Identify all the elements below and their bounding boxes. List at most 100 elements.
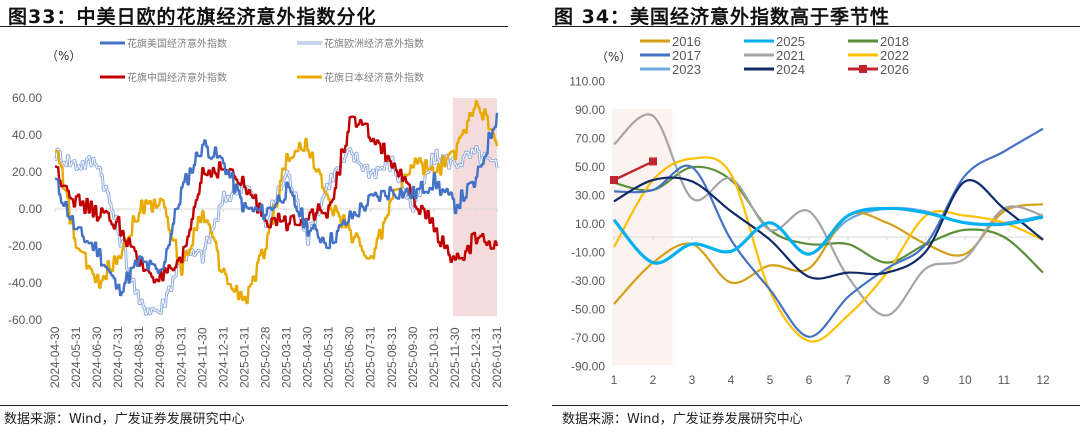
y-tick-label: -10.00 bbox=[571, 245, 605, 259]
y-tick-label: 30.00 bbox=[575, 188, 605, 202]
legend-label: 2021 bbox=[776, 48, 805, 63]
legend-item: 2024 bbox=[744, 62, 805, 77]
x-tick-label: 2025-07-31 bbox=[364, 326, 378, 388]
legend-item: 2018 bbox=[848, 34, 909, 49]
x-tick-label: 2025-09-30 bbox=[406, 326, 420, 388]
legend-item: 2022 bbox=[848, 48, 909, 63]
series-line-2026 bbox=[613, 160, 654, 182]
series-line-2016 bbox=[613, 203, 1044, 305]
y-tick-label: -40.00 bbox=[8, 276, 42, 290]
x-tick-label: 4 bbox=[728, 373, 735, 387]
legend-label: 2026 bbox=[880, 62, 909, 77]
legend-label: 2024 bbox=[776, 62, 805, 77]
legend-item: 2025 bbox=[744, 34, 805, 49]
x-tick-label: 2025-04-30 bbox=[301, 326, 315, 388]
left-source-rule bbox=[0, 405, 508, 406]
y-tick-label: 70.00 bbox=[575, 131, 605, 145]
y-tick-label: 50.00 bbox=[575, 160, 605, 174]
legend-item: 2016 bbox=[640, 34, 701, 49]
series-line-2021 bbox=[613, 113, 1044, 317]
left-series-lines bbox=[54, 100, 499, 316]
right-chart: （%） 2016 2025 2018 2017 2021 2022 2023 2024 2026… bbox=[569, 34, 1050, 387]
legend-item: 2017 bbox=[640, 48, 701, 63]
x-tick-label: 2025-10-31 bbox=[427, 326, 441, 388]
x-tick-label: 2024-11-30 bbox=[195, 327, 209, 388]
legend-item: 花旗日本经济意外指数 bbox=[297, 71, 424, 84]
legend-item: 2026 bbox=[848, 62, 909, 77]
legend-item: 花旗中国经济意外指数 bbox=[100, 71, 227, 84]
x-tick-label: 11 bbox=[998, 373, 1011, 387]
x-tick-label: 8 bbox=[884, 373, 891, 387]
legend-label: 2017 bbox=[672, 48, 701, 63]
legend-marker bbox=[859, 65, 867, 73]
legend-item: 2023 bbox=[640, 62, 701, 77]
series-line bbox=[54, 112, 499, 297]
left-figure-panel: 图33：中美日欧的花旗经济意外指数分化 （%） 花旗美国经济意外指数 花旗欧洲经济… bbox=[0, 6, 508, 427]
y-tick-label: -50.00 bbox=[571, 302, 605, 316]
x-tick-label: 7 bbox=[845, 373, 852, 387]
series-line-2022 bbox=[613, 156, 1044, 343]
left-y-axis: 60.00 40.00 20.00 0.00 -20.00 -40.00 -60.00 bbox=[8, 91, 497, 327]
x-tick-label: 2024-04-30 bbox=[48, 326, 62, 388]
x-tick-label: 2025-02-28 bbox=[258, 326, 272, 388]
x-tick-label: 2024-06-30 bbox=[90, 326, 104, 388]
y-tick-label: 10.00 bbox=[575, 217, 605, 231]
y-tick-label: -60.00 bbox=[8, 313, 42, 327]
data-marker-2026 bbox=[610, 176, 618, 184]
right-series-lines bbox=[610, 113, 1044, 343]
left-source-note: 数据来源：Wind，广发证券发展研究中心 bbox=[4, 412, 245, 427]
y-tick-label: 90.00 bbox=[575, 103, 605, 117]
right-legend: 2016 2025 2018 2017 2021 2022 2023 2024 2026 bbox=[640, 34, 909, 77]
legend-label: 2016 bbox=[672, 34, 701, 49]
series-line-europe bbox=[54, 145, 499, 316]
legend-label: 花旗美国经济意外指数 bbox=[127, 37, 227, 50]
left-unit-label: （%） bbox=[46, 49, 81, 63]
right-title-rule bbox=[552, 26, 1080, 27]
y-tick-label: 20.00 bbox=[12, 165, 42, 179]
legend-label: 花旗日本经济意外指数 bbox=[324, 71, 424, 84]
x-tick-label: 2024-09-30 bbox=[153, 326, 167, 388]
x-tick-label: 12 bbox=[1036, 373, 1050, 387]
x-tick-label: 2025-12-31 bbox=[469, 326, 483, 388]
legend-label: 花旗中国经济意外指数 bbox=[127, 71, 227, 84]
x-tick-label: 3 bbox=[689, 373, 696, 387]
legend-item: 花旗美国经济意外指数 bbox=[100, 37, 227, 50]
x-tick-label: 10 bbox=[958, 373, 972, 387]
right-source-rule bbox=[552, 405, 1080, 406]
x-tick-label: 2024-12-31 bbox=[216, 326, 230, 388]
right-figure-panel: 图 34：美国经济意外指数高于季节性 （%） 2016 2025 2018 2017 2… bbox=[540, 0, 1080, 435]
x-tick-label: 9 bbox=[923, 373, 930, 387]
x-tick-label: 2024-07-31 bbox=[111, 326, 125, 388]
series-line-2025 bbox=[612, 206, 1044, 265]
y-tick-label: -70.00 bbox=[571, 331, 605, 345]
right-unit-label: （%） bbox=[596, 50, 631, 64]
x-tick-label: 2024-10-31 bbox=[174, 326, 188, 388]
data-marker-2026 bbox=[649, 157, 657, 166]
series-line bbox=[54, 115, 499, 284]
x-tick-label: 2025-06-30 bbox=[343, 326, 357, 388]
x-tick-label: 1 bbox=[611, 373, 618, 387]
x-tick-label: 2 bbox=[650, 373, 657, 387]
right-figure-title: 图 34：美国经济意外指数高于季节性 bbox=[554, 6, 891, 28]
left-figure-title: 图33：中美日欧的花旗经济意外指数分化 bbox=[8, 6, 377, 28]
x-tick-label: 2025-11-30 bbox=[448, 327, 462, 388]
legend-label: 花旗欧洲经济意外指数 bbox=[324, 37, 424, 50]
series-line-2024 bbox=[613, 176, 1044, 280]
legend-label: 2023 bbox=[672, 62, 701, 77]
y-tick-label: -20.00 bbox=[8, 239, 42, 253]
x-tick-label: 2025-03-31 bbox=[280, 326, 294, 388]
x-tick-label: 2024-05-31 bbox=[69, 326, 83, 388]
y-tick-label: 0.00 bbox=[19, 202, 43, 216]
x-tick-label: 5 bbox=[767, 373, 774, 387]
series-line-2017 bbox=[613, 127, 1044, 338]
series-line-2018 bbox=[613, 165, 1044, 274]
x-tick-label: 6 bbox=[806, 373, 813, 387]
legend-label: 2025 bbox=[776, 34, 805, 49]
y-tick-label: -90.00 bbox=[571, 359, 605, 373]
x-tick-label: 2025-05-31 bbox=[322, 326, 336, 388]
right-y-axis: 110.00 90.00 70.00 50.00 30.00 10.00 -10.00 -30… bbox=[569, 74, 1043, 373]
left-title-rule bbox=[0, 26, 508, 27]
legend-label: 2018 bbox=[880, 34, 909, 49]
